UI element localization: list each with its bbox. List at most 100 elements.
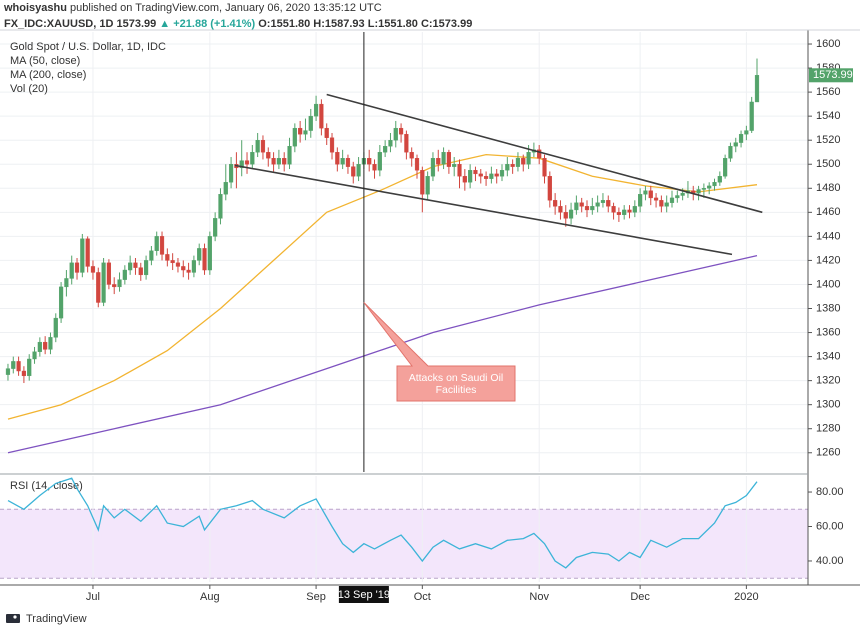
x-tick-label: 2020	[734, 591, 758, 603]
candle-body	[21, 370, 27, 377]
candle-body	[266, 152, 271, 159]
candle-body	[489, 173, 494, 179]
candle-body	[122, 269, 127, 280]
ohlc-high: H:1587.93	[313, 18, 364, 30]
y-tick-label: 1280	[816, 423, 840, 435]
y-tick-label: 1460	[816, 206, 840, 218]
candle-body	[149, 250, 154, 261]
candle-body	[80, 238, 85, 273]
candle-body	[425, 176, 430, 195]
x-tick-label: Aug	[200, 591, 220, 603]
candle-body	[563, 212, 568, 219]
candle-body	[223, 182, 228, 195]
candle-body	[271, 158, 276, 165]
y-tick-label: 1420	[816, 254, 840, 266]
change: ▲ +21.88 (+1.41%)	[159, 18, 255, 30]
candle-body	[101, 262, 106, 303]
candle-body	[239, 160, 244, 169]
candle-body	[58, 286, 64, 319]
candle-body	[579, 202, 584, 207]
candle-body	[276, 158, 281, 165]
candle-body	[526, 152, 531, 165]
candle-body	[414, 158, 420, 171]
candle-body	[85, 238, 90, 267]
candle-body	[69, 262, 74, 279]
header-line: whoisyashu published on TradingView.com,…	[3, 2, 382, 14]
candle-body	[74, 262, 80, 273]
candle-body	[32, 351, 37, 360]
footer-brand: TradingView	[26, 613, 87, 625]
y-tick-label: 1520	[816, 134, 840, 146]
candle-body	[11, 361, 16, 369]
candle-body	[600, 200, 606, 203]
candle-body	[669, 197, 675, 203]
trendline	[234, 164, 733, 256]
candle-body	[53, 317, 58, 338]
y-tick-label: 1560	[816, 86, 840, 98]
candle-body	[43, 341, 48, 350]
candle-body	[494, 173, 499, 177]
candle-body	[308, 115, 313, 131]
candle-body	[558, 206, 563, 213]
crosshair-label: 13 Sep '19	[338, 589, 390, 601]
candle-body	[452, 164, 457, 167]
candle-body	[505, 164, 510, 171]
candle-body	[340, 158, 345, 165]
candle-body	[128, 262, 133, 271]
candle-body	[377, 152, 382, 171]
candle-body	[574, 202, 579, 211]
candle-body	[383, 146, 388, 153]
candle-body	[5, 368, 11, 375]
candle-body	[680, 192, 685, 196]
candle-body	[351, 166, 356, 177]
candle-body	[638, 194, 643, 207]
candle-body	[728, 146, 733, 159]
candle-body	[441, 152, 446, 165]
candle-body	[260, 139, 266, 153]
candle-body	[473, 170, 478, 175]
x-tick-label: Dec	[630, 591, 650, 603]
candle-body	[707, 185, 712, 189]
candle-body	[462, 176, 467, 183]
candle-body	[717, 176, 722, 183]
x-tick-label: Nov	[529, 591, 549, 603]
symbol-line: FX_IDC:XAUUSD, 1D 1573.99 ▲ +21.88 (+1.4…	[4, 18, 472, 30]
candle-body	[627, 209, 632, 213]
candle-body	[372, 164, 377, 171]
y-tick-label: 80.00	[816, 486, 844, 498]
annotation-callout	[363, 302, 516, 402]
candle-body	[292, 127, 297, 147]
candle-body	[590, 206, 595, 211]
y-tick-label: 1380	[816, 302, 840, 314]
candle-body	[143, 260, 149, 276]
candle-body	[547, 176, 552, 201]
candle-body	[255, 139, 260, 153]
candle-body	[335, 152, 340, 165]
candle-body	[393, 127, 398, 141]
candle-body	[664, 202, 669, 207]
ohlc-open: O:1551.80	[258, 18, 310, 30]
candle-body	[483, 176, 489, 179]
candle-body	[521, 158, 526, 165]
candle-body	[409, 152, 414, 159]
candle-body	[744, 130, 749, 135]
candle-body	[510, 164, 515, 167]
candle-body	[616, 212, 621, 215]
candle-body	[207, 236, 212, 271]
rsi-band	[0, 509, 808, 579]
y-tick-label: 1320	[816, 375, 840, 387]
rsi-line	[7, 477, 758, 569]
candle-body	[749, 101, 754, 131]
x-tick-label: Jul	[86, 591, 100, 603]
candle-body	[298, 127, 303, 135]
candle-body	[606, 200, 611, 207]
candle-body	[738, 133, 744, 143]
y-tick-label: 1600	[816, 38, 840, 50]
symbol: FX_IDC:XAUUSD, 1D	[4, 18, 113, 30]
legend-entry: MA (200, close)	[10, 69, 86, 81]
candle-body	[611, 206, 616, 213]
candle-body	[659, 200, 664, 207]
candle-body	[218, 194, 223, 219]
y-tick-label: 1300	[816, 399, 840, 411]
